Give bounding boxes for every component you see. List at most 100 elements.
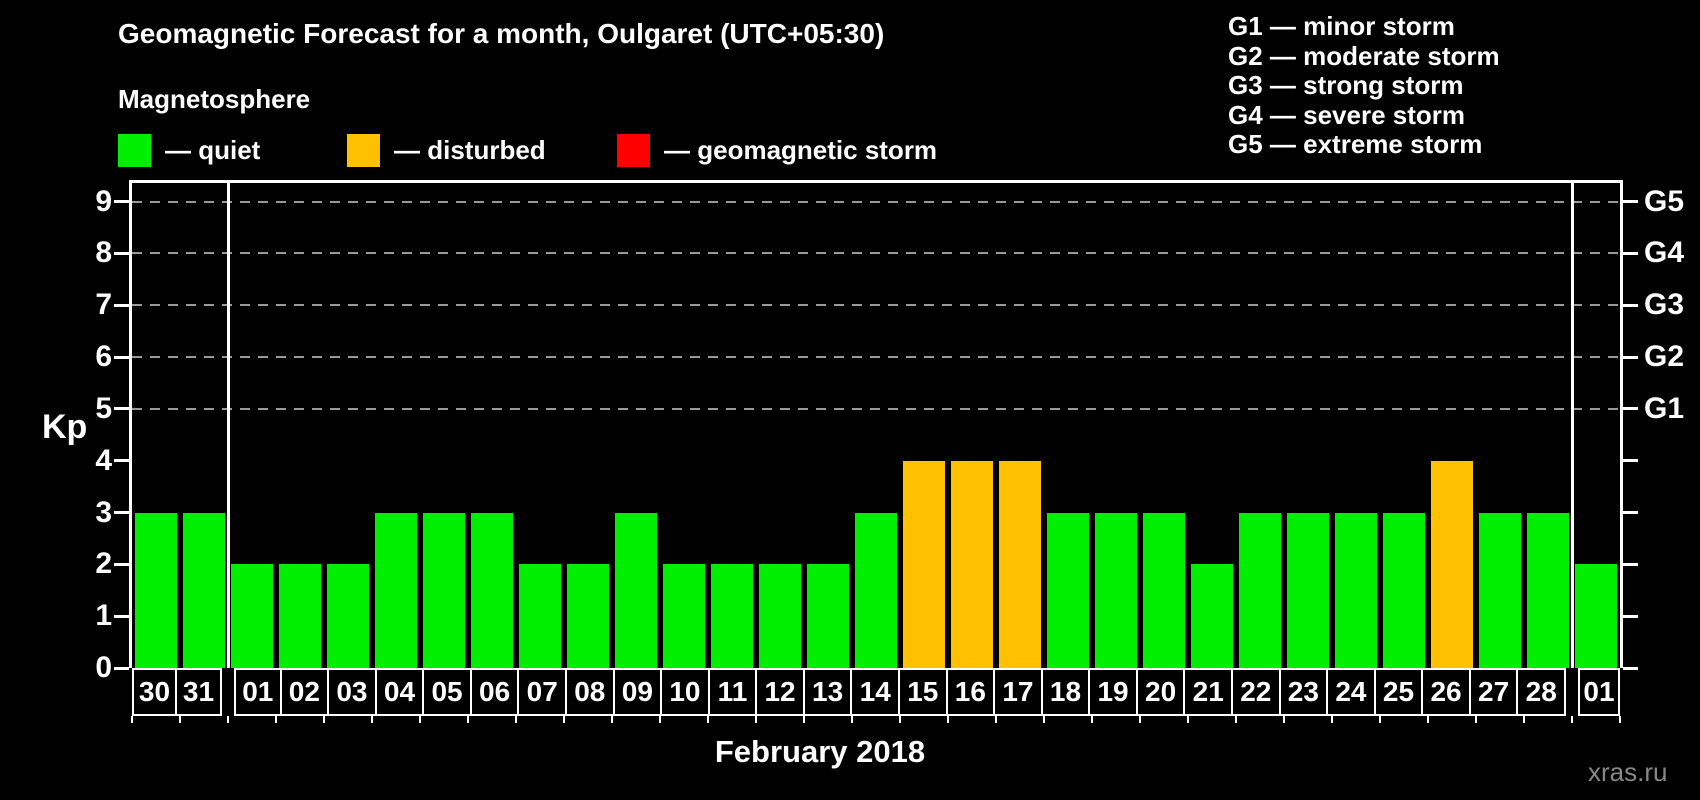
x-axis-label: February 2018: [714, 734, 926, 769]
day-label-21: 21: [1183, 668, 1233, 716]
day-label-23: 23: [1278, 668, 1329, 716]
kp-bar-day-24: [1335, 512, 1377, 668]
kp-bar-day-05: [423, 512, 465, 668]
y-tick-label-0: 0: [95, 651, 112, 684]
x-axis-tick: [803, 716, 805, 723]
x-axis-tick: [707, 716, 709, 723]
kp-bar-day-04: [375, 512, 417, 668]
y-tick-label-1: 1: [95, 599, 112, 633]
day-label-01: 01: [234, 668, 282, 716]
y-tick-label-8: 8: [95, 236, 112, 270]
y-tick-left-3: [114, 511, 129, 515]
x-axis-tick: [755, 716, 757, 723]
storm-scale-legend-line-5: G5 — extreme storm: [1228, 129, 1483, 159]
storm-scale-legend-line-3: G3 — strong storm: [1228, 70, 1464, 100]
y-tick-left-9: [114, 200, 129, 204]
day-label-14: 14: [850, 668, 900, 716]
y-tick-label-3: 3: [95, 495, 112, 529]
legend-label-quiet: — quiet: [165, 135, 261, 165]
kp-bar-day-13: [807, 564, 849, 668]
y-tick-label-2: 2: [95, 547, 112, 581]
x-axis-tick: [563, 716, 565, 723]
x-axis-tick: [1475, 716, 1477, 723]
kp-bar-day-19: [1095, 512, 1137, 668]
x-axis-tick: [323, 716, 325, 723]
legend-swatch-disturbed: [347, 133, 380, 167]
x-axis-tick: [1427, 716, 1429, 723]
watermark: xras.ru: [1588, 757, 1668, 787]
day-label-11: 11: [707, 668, 758, 716]
y-tick-right-2: [1623, 562, 1638, 566]
day-label-09: 09: [612, 668, 663, 716]
x-axis-tick: [227, 716, 229, 723]
x-axis-tick: [1235, 716, 1237, 723]
month-separator: [1570, 183, 1574, 668]
day-label-02: 02: [279, 668, 330, 716]
x-axis-tick: [1139, 716, 1141, 723]
month-separator: [226, 183, 230, 668]
kp-bar-day-23: [1287, 512, 1329, 668]
y-tick-left-8: [114, 251, 129, 255]
storm-scale-legend-line-4: G4 — severe storm: [1228, 99, 1466, 130]
x-axis-tick: [371, 716, 373, 723]
kp-bar-day-18: [1047, 512, 1089, 668]
x-axis-tick: [1619, 716, 1621, 723]
day-label-18: 18: [1040, 668, 1091, 716]
legend-swatch-storm: [617, 133, 650, 167]
y-tick-right-5: [1623, 407, 1638, 411]
day-label-20: 20: [1135, 668, 1186, 716]
kp-bar-day-01: [1575, 564, 1617, 668]
kp-bar-day-16: [951, 460, 993, 668]
kp-bar-day-14: [855, 512, 897, 668]
kp-bar-day-26: [1431, 460, 1473, 668]
y-tick-right-6: [1623, 355, 1638, 359]
y-tick-right-3: [1623, 511, 1638, 515]
storm-scale-legend-line-1: G1 — minor storm: [1228, 11, 1455, 41]
day-label-06: 06: [469, 668, 520, 716]
magnetosphere-legend-heading: Magnetosphere: [118, 84, 311, 114]
day-label-17: 17: [993, 668, 1043, 716]
x-axis-tick: [1187, 716, 1189, 723]
kp-bar-day-15: [903, 460, 945, 668]
x-axis-tick: [659, 716, 661, 723]
kp-bar-day-22: [1239, 512, 1281, 668]
kp-bar-day-03: [327, 564, 369, 668]
right-axis-line: [1620, 180, 1623, 668]
day-label-08: 08: [565, 668, 615, 716]
day-label-03: 03: [327, 668, 377, 716]
g-scale-label-G3: G3: [1644, 288, 1685, 322]
x-axis-tick: [419, 716, 421, 723]
day-label-15: 15: [898, 668, 948, 716]
plot-area: [132, 183, 1620, 668]
y-tick-left-2: [114, 562, 129, 566]
kp-bar-day-12: [759, 564, 801, 668]
x-axis-tick: [851, 716, 853, 723]
day-label-10: 10: [660, 668, 710, 716]
day-label-27: 27: [1468, 668, 1519, 716]
y-axis-label: Kp: [42, 408, 88, 446]
gridline-kp5: [132, 407, 1620, 410]
kp-bar-day-07: [519, 564, 561, 668]
x-axis-tick: [179, 716, 181, 723]
x-axis-tick: [899, 716, 901, 723]
legend-swatch-quiet: [118, 133, 151, 167]
day-label-16: 16: [945, 668, 996, 716]
day-label-07: 07: [517, 668, 567, 716]
chart-title: Geomagnetic Forecast for a month, Oulgar…: [118, 18, 885, 49]
y-tick-left-5: [114, 407, 129, 411]
g-scale-label-G1: G1: [1644, 391, 1685, 425]
g-scale-label-G4: G4: [1644, 236, 1685, 270]
kp-bar-day-25: [1383, 512, 1425, 668]
kp-bar-day-01: [231, 564, 273, 668]
y-tick-left-4: [114, 459, 129, 463]
x-axis-tick: [467, 716, 469, 723]
y-tick-left-0: [114, 666, 129, 670]
kp-bar-day-11: [711, 564, 753, 668]
y-tick-label-9: 9: [95, 184, 112, 218]
x-axis-tick: [995, 716, 997, 723]
kp-bar-day-06: [471, 512, 513, 668]
day-label-24: 24: [1326, 668, 1376, 716]
kp-bar-day-10: [663, 564, 705, 668]
x-axis-tick: [1571, 716, 1573, 723]
